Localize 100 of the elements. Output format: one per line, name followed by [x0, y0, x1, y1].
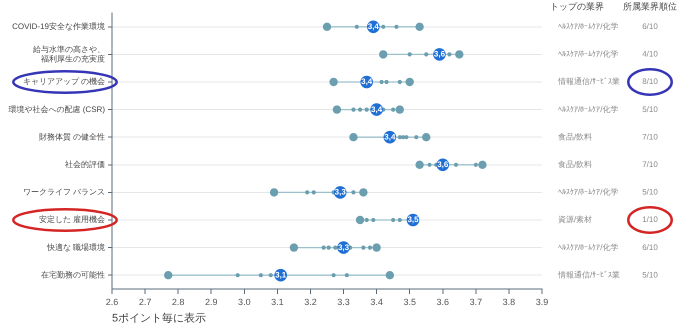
- x-tick-label: 3.5: [403, 296, 416, 307]
- point: [258, 273, 263, 278]
- y2-tick-label: ﾍﾙｽｹｱ/ﾎｰﾑｹｱ/化学: [558, 242, 618, 252]
- y2-tick-label: ﾍﾙｽｹｱ/ﾎｰﾑｹｱ/化学: [558, 188, 618, 197]
- y2-tick-label: 食品/飲料: [558, 132, 592, 142]
- text: 5/10: [642, 104, 658, 114]
- point: [361, 246, 366, 250]
- x-tick-label: 3.6: [436, 296, 450, 307]
- x-tick-label: 3.7: [470, 296, 482, 307]
- text: 所属業界順位: [623, 1, 677, 12]
- point: [326, 246, 331, 250]
- point: [398, 218, 402, 222]
- x-tick-label: 3.2: [304, 296, 317, 307]
- point: [351, 190, 356, 194]
- data-label: 3,6: [437, 160, 449, 170]
- x-tick-label: 3.3: [337, 296, 350, 307]
- data-label: 3,4: [384, 132, 396, 142]
- x-tick-label: 3.8: [502, 296, 516, 307]
- y-tick-label: ワークライフ バランス: [22, 188, 105, 197]
- y2-tick-label: 資源/素材: [558, 215, 592, 224]
- y2-tick-label: ﾍﾙｽｹｱ/ﾎｰﾑｹｱ/化学: [558, 104, 618, 114]
- y-tick-label: キャリアアップ の機会: [22, 77, 105, 86]
- y-tick-label: 安定した 雇用機会: [38, 215, 105, 224]
- point: [236, 273, 240, 278]
- y-tick-label: 快適な 職場環境: [46, 242, 105, 252]
- data-label: 3,4: [371, 104, 383, 114]
- point: [356, 216, 364, 224]
- point: [379, 50, 388, 59]
- text: 6/10: [642, 242, 658, 252]
- point: [332, 105, 342, 114]
- point: [351, 108, 356, 112]
- x-tick-label: 2.6: [106, 296, 118, 307]
- point: [414, 135, 418, 140]
- y2-tick-label: 情報通信/ｻｰﾋﾞｽ業: [557, 270, 620, 280]
- point: [427, 162, 432, 167]
- point: [394, 24, 399, 29]
- y-tick-label: 給与水準の高さや、福利厚生の充実度: [32, 44, 105, 64]
- y-tick-label: 財務体質 の健全性: [38, 132, 105, 142]
- y-tick-label: 在宅勤務の可能性: [41, 270, 105, 280]
- point: [379, 80, 384, 84]
- data-label: 3,4: [361, 77, 373, 86]
- y2-tick-label: 情報通信/ｻｰﾋﾞｽ業: [557, 77, 620, 86]
- text: 5/10: [642, 270, 658, 280]
- point: [364, 108, 369, 112]
- point: [268, 273, 273, 278]
- data-label: 3,1: [275, 270, 287, 280]
- point: [455, 50, 464, 59]
- y2-tick-label: ﾍﾙｽｹｱ/ﾎｰﾑｹｱ/化学: [558, 50, 618, 59]
- point: [333, 246, 338, 250]
- data-label: 3,3: [334, 188, 346, 197]
- point: [422, 133, 430, 142]
- point: [415, 160, 424, 169]
- point: [381, 24, 386, 29]
- data-label: 3,5: [407, 215, 420, 224]
- point: [391, 218, 396, 222]
- text: 5/10: [642, 188, 658, 197]
- point: [474, 162, 478, 167]
- point: [164, 271, 172, 280]
- x-tick-label: 3.0: [238, 296, 251, 307]
- point: [344, 273, 349, 278]
- point: [386, 271, 394, 280]
- text: 7/10: [642, 132, 658, 142]
- point: [368, 246, 372, 250]
- point: [478, 160, 487, 169]
- point: [408, 52, 412, 56]
- point: [358, 108, 362, 112]
- x-tick-label: 2.8: [172, 296, 184, 307]
- x-tick-label: 2.9: [204, 296, 218, 307]
- y2-tick-label: 食品/飲料: [558, 160, 592, 170]
- text: 6/10: [642, 22, 658, 32]
- point: [312, 190, 316, 194]
- point: [454, 162, 458, 167]
- point: [290, 243, 298, 252]
- x-axis-title: 5ポイント毎に表示: [112, 311, 206, 324]
- data-label: 3,6: [434, 50, 446, 59]
- point: [384, 80, 389, 84]
- point: [391, 108, 396, 112]
- point: [424, 52, 428, 56]
- x-tick-label: 2.7: [138, 296, 152, 307]
- point: [447, 52, 452, 56]
- point: [364, 218, 369, 222]
- point: [322, 246, 326, 250]
- point: [332, 273, 336, 278]
- x-tick-label: 3.1: [271, 296, 284, 307]
- x-tick-label: 3.9: [536, 296, 548, 307]
- text: 8/10: [642, 77, 658, 86]
- y2-axis-title: トップの業界: [550, 1, 604, 12]
- y-tick-label: 環境や社会への配慮 (CSR): [8, 104, 106, 114]
- point: [270, 188, 278, 197]
- point: [405, 78, 414, 86]
- point: [396, 105, 404, 114]
- data-label: 3,4: [368, 22, 380, 32]
- point: [354, 24, 359, 29]
- point: [398, 80, 402, 84]
- y2-tick-label: ﾍﾙｽｹｱ/ﾎｰﾑｹｱ/化学: [558, 22, 618, 32]
- text: 7/10: [642, 160, 658, 170]
- point: [372, 243, 381, 252]
- x-tick-label: 3.4: [370, 296, 383, 307]
- point: [359, 188, 368, 197]
- point: [398, 135, 402, 140]
